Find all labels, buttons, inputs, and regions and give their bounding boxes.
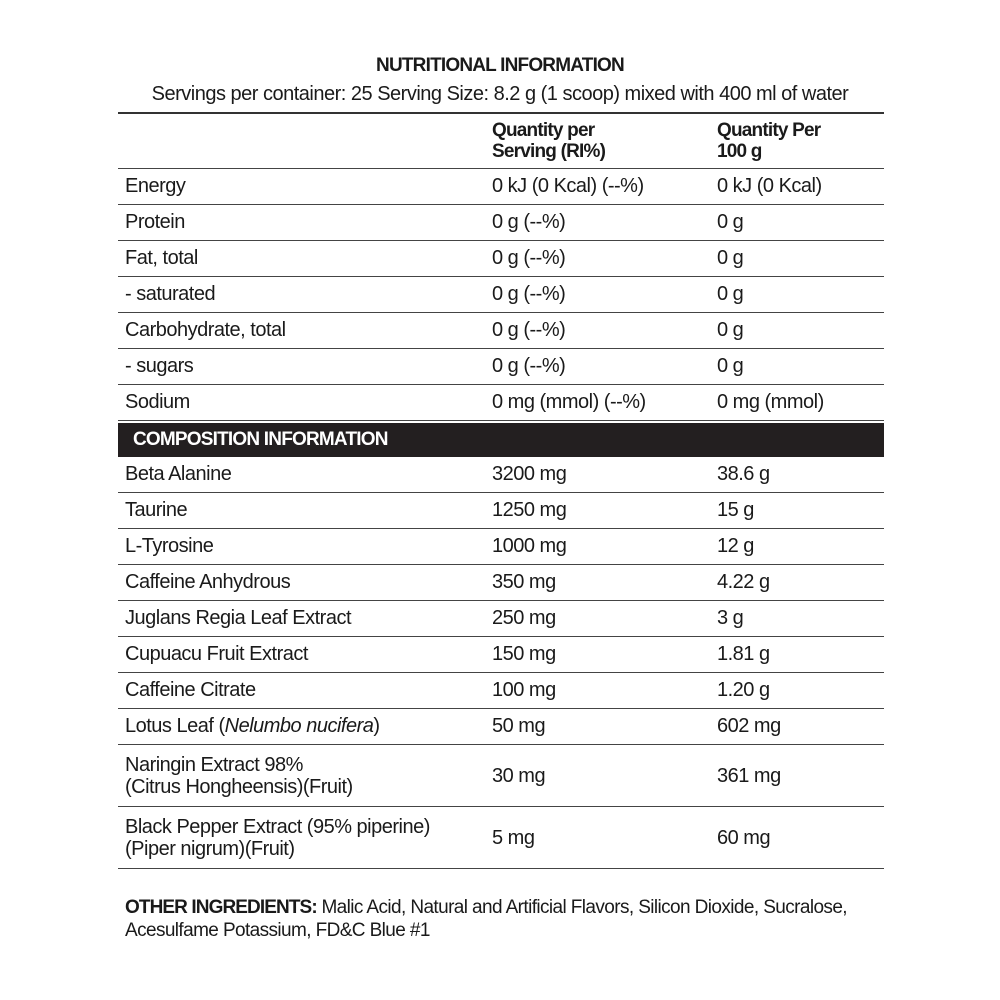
serving-info: Servings per container: 25 Serving Size:… — [151, 83, 849, 105]
cell-name: Sodium — [125, 391, 190, 413]
table-row: Taurine 1250 mg 15 g — [118, 493, 884, 529]
cell-per100: 1.20 g — [717, 679, 770, 701]
cell-serving: 0 g (--%) — [492, 355, 566, 377]
cell-name: Caffeine Citrate — [125, 679, 256, 701]
cell-name: - sugars — [125, 355, 194, 377]
cell-per100: 0 kJ (0 Kcal) — [717, 175, 822, 197]
table-row: Fat, total 0 g (--%) 0 g — [118, 241, 884, 277]
cell-per100: 0 g — [717, 211, 744, 233]
table-row: Energy 0 kJ (0 Kcal) (--%) 0 kJ (0 Kcal) — [118, 169, 884, 205]
cell-name: Protein — [125, 211, 185, 233]
table-header: Quantity per Serving (RI%) Quantity Per 10… — [118, 114, 884, 169]
cell-per100: 0 mg (mmol) — [717, 391, 824, 413]
table-row: Black Pepper Extract (95% piperine) (Pipe… — [118, 807, 884, 869]
cell-per100: 4.22 g — [717, 571, 770, 593]
cell-per100: 0 g — [717, 319, 744, 341]
cell-serving: 350 mg — [492, 571, 556, 593]
cell-per100: 0 g — [717, 283, 744, 305]
header-serving: Quantity per Serving (RI%) — [492, 120, 606, 162]
table-row: - sugars 0 g (--%) 0 g — [118, 349, 884, 385]
page-title: NUTRITIONAL INFORMATION — [376, 55, 625, 76]
cell-serving: 250 mg — [492, 607, 556, 629]
table-row: Caffeine Anhydrous 350 mg 4.22 g — [118, 565, 884, 601]
cell-per100: 38.6 g — [717, 463, 770, 485]
header-per100: Quantity Per 100 g — [717, 120, 821, 162]
composition-rows: Beta Alanine 3200 mg 38.6 g Taurine 1250 mg 1… — [118, 457, 884, 709]
table-row: Carbohydrate, total 0 g (--%) 0 g — [118, 313, 884, 349]
cell-serving: 0 g (--%) — [492, 283, 566, 305]
composition-header: COMPOSITION INFORMATION — [118, 423, 884, 457]
table-row: Juglans Regia Leaf Extract 250 mg 3 g — [118, 601, 884, 637]
table-row: L-Tyrosine 1000 mg 12 g — [118, 529, 884, 565]
cell-serving: 1250 mg — [492, 499, 567, 521]
cell-name: Fat, total — [125, 247, 198, 269]
cell-serving: 3200 mg — [492, 463, 567, 485]
nutrition-table: Quantity per Serving (RI%) Quantity Per 10… — [118, 112, 884, 869]
cell-per100: 15 g — [717, 499, 754, 521]
cell-per100: 0 g — [717, 355, 744, 377]
cell-name: Beta Alanine — [125, 463, 232, 485]
cell-name: Energy — [125, 175, 186, 197]
other-ingredients: OTHER INGREDIENTS: Malic Acid, Natural a… — [125, 897, 848, 941]
table-row: Lotus Leaf (Nelumbo nucifera) 50 mg 602 … — [118, 709, 884, 745]
cell-per100: 1.81 g — [717, 643, 770, 665]
table-row: Cupuacu Fruit Extract 150 mg 1.81 g — [118, 637, 884, 673]
cell-name: Carbohydrate, total — [125, 319, 286, 341]
cell-per100: 12 g — [717, 535, 754, 557]
cell-name: Juglans Regia Leaf Extract — [125, 607, 352, 629]
cell-per100: 3 g — [717, 607, 744, 629]
table-row: Beta Alanine 3200 mg 38.6 g — [118, 457, 884, 493]
cell-serving: 150 mg — [492, 643, 556, 665]
cell-name: Taurine — [125, 499, 188, 521]
cell-serving: 0 mg (mmol) (--%) — [492, 391, 646, 413]
cell-name: Cupuacu Fruit Extract — [125, 643, 308, 665]
cell-name: Caffeine Anhydrous — [125, 571, 291, 593]
table-row: Caffeine Citrate 100 mg 1.20 g — [118, 673, 884, 709]
cell-serving: 0 g (--%) — [492, 211, 566, 233]
cell-serving: 1000 mg — [492, 535, 567, 557]
cell-serving: 100 mg — [492, 679, 556, 701]
table-row: - saturated 0 g (--%) 0 g — [118, 277, 884, 313]
cell-name: L-Tyrosine — [125, 535, 214, 557]
cell-per100: 0 g — [717, 247, 744, 269]
table-row: Sodium 0 mg (mmol) (--%) 0 mg (mmol) — [118, 385, 884, 421]
cell-serving: 0 g (--%) — [492, 247, 566, 269]
cell-name: - saturated — [125, 283, 216, 305]
table-row: Naringin Extract 98% (Citrus Hongheensis)… — [118, 745, 884, 807]
table-row: Protein 0 g (--%) 0 g — [118, 205, 884, 241]
nutrition-rows: Energy 0 kJ (0 Kcal) (--%) 0 kJ (0 Kcal) Pr… — [118, 169, 884, 421]
cell-serving: 0 kJ (0 Kcal) (--%) — [492, 175, 644, 197]
cell-serving: 0 g (--%) — [492, 319, 566, 341]
